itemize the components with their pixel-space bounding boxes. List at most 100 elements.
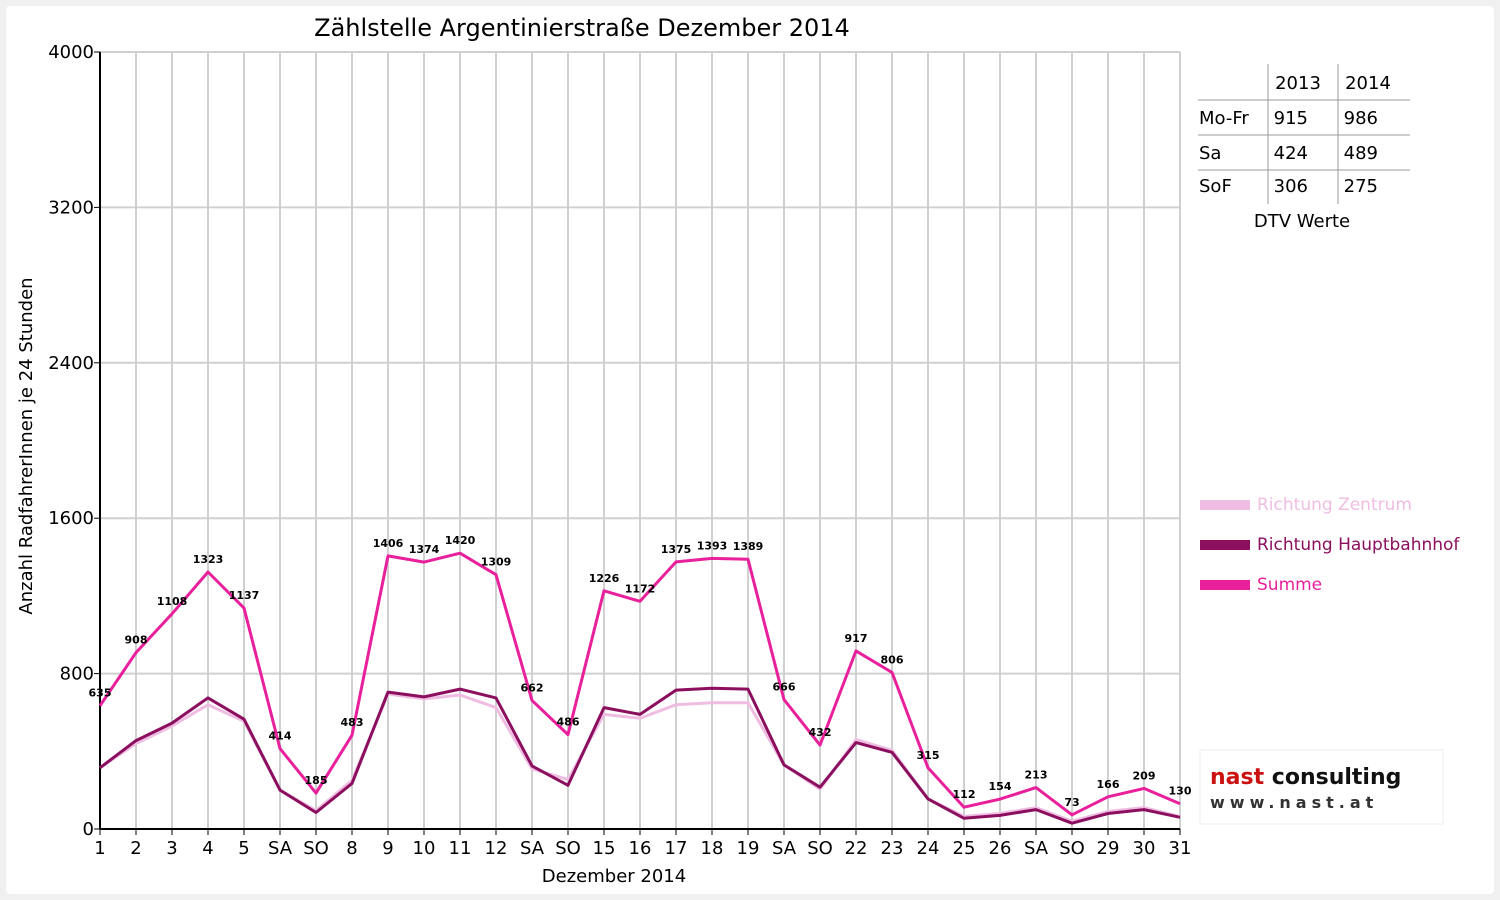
x-tick-label: 22 xyxy=(845,838,868,859)
x-tick-label: 24 xyxy=(917,838,940,859)
table-cell-sa-2013: 424 xyxy=(1274,143,1308,164)
legend-label-hauptbahnhof: Richtung Hauptbahnhof xyxy=(1257,535,1460,555)
x-tick-label: 30 xyxy=(1133,838,1156,859)
y-tick-label: 4000 xyxy=(48,42,94,63)
chart-title: Zählstelle Argentinierstraße Dezember 20… xyxy=(314,14,850,42)
data-label: 1393 xyxy=(697,539,728,552)
data-label: 486 xyxy=(557,716,580,729)
x-tick-label: 10 xyxy=(413,838,436,859)
x-tick-label: 29 xyxy=(1097,838,1120,859)
series-line-summe xyxy=(98,551,1181,817)
x-tick-label: SA xyxy=(772,838,797,859)
x-tick-label: 18 xyxy=(701,838,724,859)
legend-swatch-zentrum xyxy=(1200,500,1250,510)
data-label: 1375 xyxy=(661,543,692,556)
table-caption: DTV Werte xyxy=(1254,211,1350,232)
x-tick-label: SO xyxy=(1059,838,1085,859)
series-line-hauptbahnhof xyxy=(99,686,1181,825)
x-tick-label: 5 xyxy=(238,838,249,859)
data-label: 1406 xyxy=(373,537,404,550)
x-tick-label: 19 xyxy=(737,838,760,859)
table-row-label-mofr: Mo-Fr xyxy=(1199,108,1249,129)
table-cell-sof-2013: 306 xyxy=(1274,176,1308,197)
x-tick-label: 15 xyxy=(593,838,616,859)
data-label: 1389 xyxy=(733,540,764,553)
data-label: 414 xyxy=(269,730,292,743)
data-label: 112 xyxy=(953,788,976,801)
table-row-label-sa: Sa xyxy=(1199,143,1221,164)
x-tick-label: 4 xyxy=(202,838,213,859)
x-tick-label: 31 xyxy=(1169,838,1192,859)
x-tick-label: SA xyxy=(520,838,545,859)
x-tick-label: 3 xyxy=(166,838,177,859)
data-label: 166 xyxy=(1097,778,1120,791)
data-label: 635 xyxy=(89,687,112,700)
x-axis-label: Dezember 2014 xyxy=(542,866,686,887)
x-tick-label: 9 xyxy=(382,838,393,859)
logo-wordmark: nast consulting xyxy=(1210,765,1401,790)
x-tick-label: SO xyxy=(303,838,329,859)
data-label: 209 xyxy=(1133,769,1156,782)
x-tick-label: 8 xyxy=(346,838,357,859)
data-label: 1420 xyxy=(445,534,476,547)
legend-label-zentrum: Richtung Zentrum xyxy=(1257,495,1412,515)
table-cell-mofr-2014: 986 xyxy=(1344,108,1378,129)
data-label: 73 xyxy=(1064,796,1079,809)
data-label: 1108 xyxy=(157,595,188,608)
chart-canvas: 1 2 3 4 5 SA SO 8 9 10 11 12 SA SO 15 16 17 18 19 SA SO 22 23 2… xyxy=(16,14,1460,887)
x-tick-label: 11 xyxy=(449,838,472,859)
x-tick-label: 17 xyxy=(665,838,688,859)
y-tick-label: 1600 xyxy=(48,508,94,529)
data-label: 432 xyxy=(809,726,832,739)
table-row-label-sof: SoF xyxy=(1199,176,1232,197)
data-label: 1172 xyxy=(625,582,656,595)
axis-layer: 1 2 3 4 5 SA SO 8 9 10 11 12 SA SO 15 16 17 18 19 SA SO 22 23 2… xyxy=(48,42,1191,859)
data-label: 1323 xyxy=(193,553,224,566)
data-label: 483 xyxy=(341,716,364,729)
dtv-table: 2013 2014 Mo-Fr 915 986 Sa 424 489 SoF 3… xyxy=(1198,64,1410,232)
x-tick-label: 25 xyxy=(953,838,976,859)
data-label: 1226 xyxy=(589,572,620,585)
y-tick-label: 800 xyxy=(60,664,94,685)
series-layer xyxy=(98,551,1181,825)
x-tick-label: 12 xyxy=(485,838,508,859)
y-tick-label: 2400 xyxy=(48,353,94,374)
data-label: 315 xyxy=(917,749,940,762)
x-tick-label: 2 xyxy=(130,838,141,859)
x-tick-label: 16 xyxy=(629,838,652,859)
data-label: 213 xyxy=(1025,769,1048,782)
x-tick-label: 26 xyxy=(989,838,1012,859)
x-tick-label: SA xyxy=(268,838,293,859)
x-tick-label: SA xyxy=(1024,838,1049,859)
table-cell-sof-2014: 275 xyxy=(1344,176,1378,197)
table-cell-mofr-2013: 915 xyxy=(1274,108,1308,129)
data-label: 908 xyxy=(125,634,148,647)
y-tick-label: 0 xyxy=(83,819,94,840)
data-label: 1309 xyxy=(481,556,512,569)
data-label: 1137 xyxy=(229,589,260,602)
legend: Richtung Zentrum Richtung Hauptbahnhof S… xyxy=(1200,495,1460,595)
x-tick-label: 23 xyxy=(881,838,904,859)
x-tick-label: 1 xyxy=(94,838,105,859)
data-label: 1374 xyxy=(409,543,440,556)
x-tick-label: SO xyxy=(555,838,581,859)
data-label: 662 xyxy=(521,681,544,694)
data-label: 185 xyxy=(305,774,328,787)
x-tick-label: SO xyxy=(807,838,833,859)
y-tick-label: 3200 xyxy=(48,197,94,218)
table-cell-sa-2014: 489 xyxy=(1344,143,1378,164)
data-label-layer: 635 908 1108 1323 1137 414 185 483 1406 1374 1420 1… xyxy=(89,534,1192,809)
y-axis-label: Anzahl RadfahrerInnen je 24 Stunden xyxy=(16,277,37,614)
legend-swatch-hauptbahnhof xyxy=(1200,540,1250,550)
table-header-2013: 2013 xyxy=(1275,73,1321,94)
chart-frame: 1 2 3 4 5 SA SO 8 9 10 11 12 SA SO 15 16 17 18 19 SA SO 22 23 2… xyxy=(6,6,1494,894)
grid-layer xyxy=(100,51,1181,829)
logo-url: www.nast.at xyxy=(1210,793,1378,812)
data-label: 917 xyxy=(845,632,868,645)
logo-box xyxy=(1199,749,1444,825)
data-label: 130 xyxy=(1169,785,1192,798)
table-header-2014: 2014 xyxy=(1345,73,1391,94)
nast-consulting-logo: nast consulting www.nast.at xyxy=(1199,749,1444,825)
data-label: 154 xyxy=(989,780,1012,793)
legend-label-summe: Summe xyxy=(1257,575,1322,595)
